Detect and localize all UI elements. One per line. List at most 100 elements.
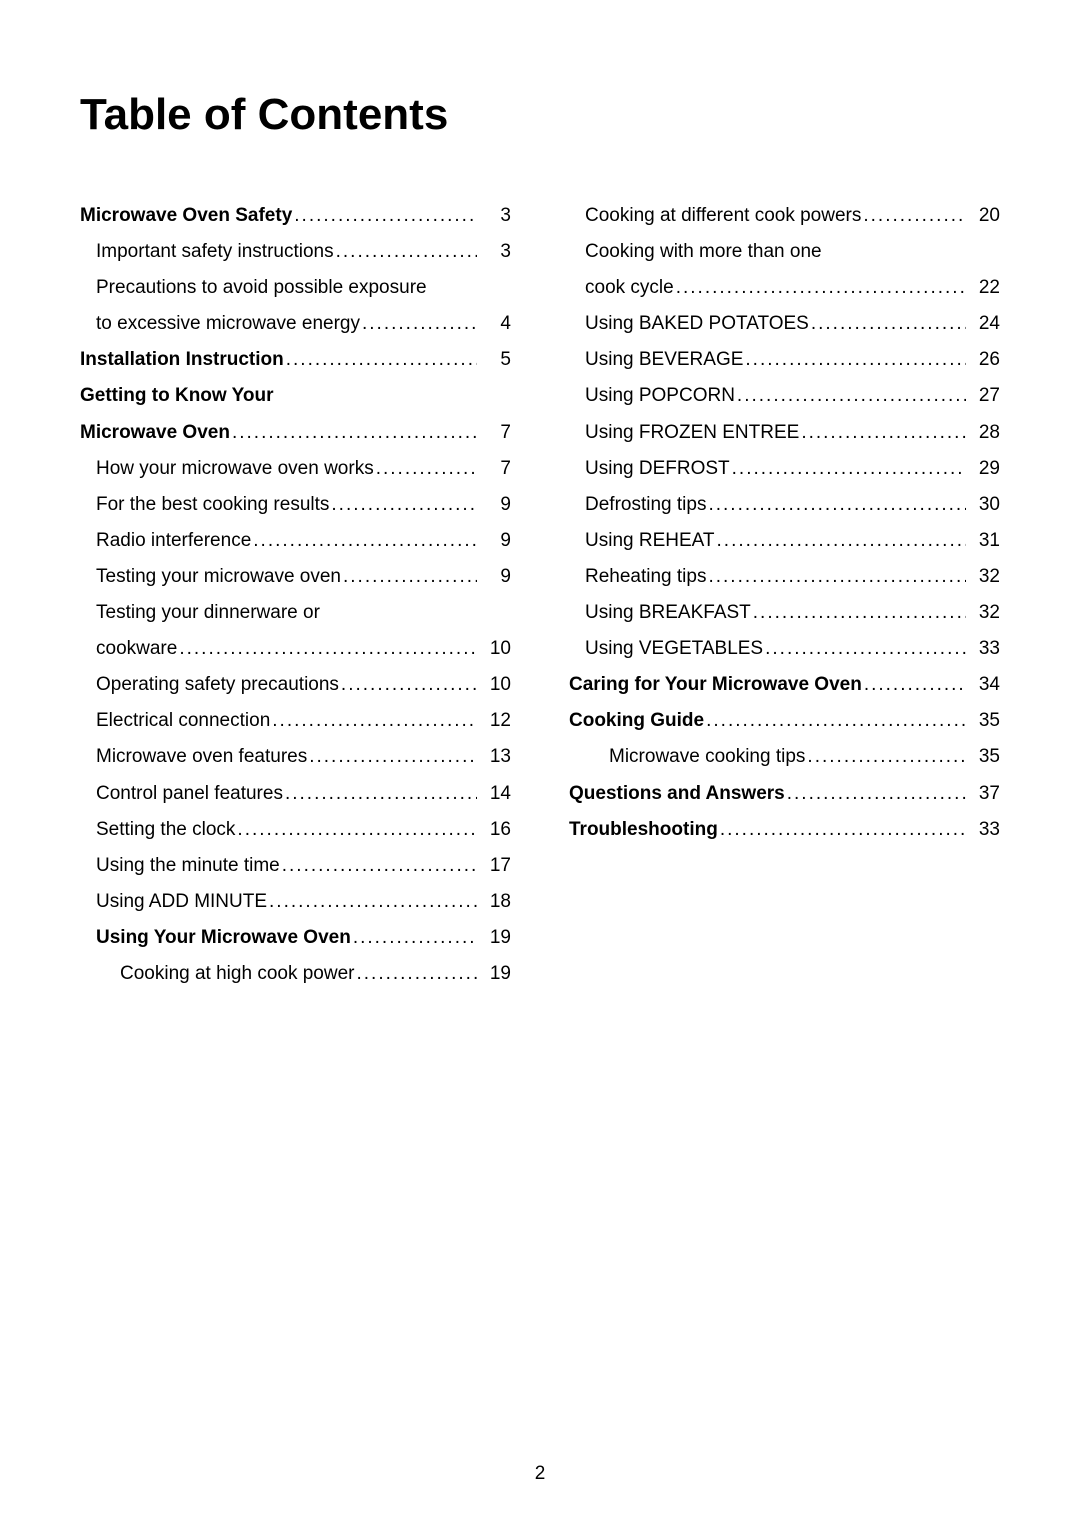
toc-entry-leader xyxy=(799,415,966,451)
toc-entry: Caring for Your Microwave Oven 34 xyxy=(569,667,1000,703)
toc-entry-page: 32 xyxy=(966,595,1000,631)
toc-entry-page: 33 xyxy=(966,631,1000,667)
toc-entry-page: 5 xyxy=(477,342,511,378)
toc-entry: Microwave cooking tips35 xyxy=(569,739,1000,775)
toc-entry-leader xyxy=(251,523,477,559)
toc-entry-label: Microwave Oven xyxy=(80,415,230,451)
toc-entry-label: Using the minute time xyxy=(96,848,280,884)
toc-entry: Using REHEAT31 xyxy=(569,523,1000,559)
toc-entry-leader xyxy=(334,234,477,270)
toc-entry: Precautions to avoid possible exposure xyxy=(80,270,511,306)
toc-entry-page: 30 xyxy=(966,487,1000,523)
toc-entry: For the best cooking results 9 xyxy=(80,487,511,523)
toc-entry-label: Defrosting tips xyxy=(585,487,706,523)
toc-entry-leader xyxy=(809,306,966,342)
toc-entry: Important safety instructions3 xyxy=(80,234,511,270)
toc-entry-page: 22 xyxy=(966,270,1000,306)
toc-entry: Troubleshooting 33 xyxy=(569,812,1000,848)
toc-entry: Cooking at high cook power19 xyxy=(80,956,511,992)
toc-entry-page: 9 xyxy=(477,487,511,523)
toc-entry: Using VEGETABLES33 xyxy=(569,631,1000,667)
toc-entry-label: cook cycle xyxy=(585,270,674,306)
toc-entry-leader xyxy=(374,451,477,487)
toc-entry-leader xyxy=(307,739,477,775)
toc-entry: Using BEVERAGE 26 xyxy=(569,342,1000,378)
page-title: Table of Contents xyxy=(80,90,1000,140)
toc-entry-label: Reheating tips xyxy=(585,559,706,595)
toc-entry: Control panel features14 xyxy=(80,776,511,812)
toc-entry-label: Troubleshooting xyxy=(569,812,718,848)
toc-entry: Testing your dinnerware or xyxy=(80,595,511,631)
toc-entry-label: Testing your dinnerware or xyxy=(96,595,320,631)
toc-entry-page: 10 xyxy=(477,631,511,667)
toc-entry-page: 12 xyxy=(477,703,511,739)
toc-entry-label: Cooking with more than one xyxy=(585,234,822,270)
toc-entry-page: 37 xyxy=(966,776,1000,812)
toc-entry-page: 18 xyxy=(477,884,511,920)
toc-entry-leader xyxy=(329,487,477,523)
toc-entry: Using POPCORN27 xyxy=(569,378,1000,414)
toc-entry-label: Using BREAKFAST xyxy=(585,595,751,631)
toc-entry: Installation Instruction5 xyxy=(80,342,511,378)
toc-entry: Microwave Oven 7 xyxy=(80,415,511,451)
toc-entry: Using Your Microwave Oven19 xyxy=(80,920,511,956)
toc-entry-leader xyxy=(177,631,477,667)
toc-entry-page: 17 xyxy=(477,848,511,884)
toc-entry-page: 7 xyxy=(477,415,511,451)
toc-entry-leader xyxy=(270,703,477,739)
toc-entry-page: 35 xyxy=(966,739,1000,775)
toc-entry-label: Setting the clock xyxy=(96,812,235,848)
toc-entry-leader xyxy=(763,631,966,667)
toc-entry: Cooking at different cook powers20 xyxy=(569,198,1000,234)
toc-entry-page: 33 xyxy=(966,812,1000,848)
toc-entry-label: Testing your microwave oven xyxy=(96,559,341,595)
toc-entry: Electrical connection 12 xyxy=(80,703,511,739)
toc-entry-label: For the best cooking results xyxy=(96,487,329,523)
toc-entry-page: 9 xyxy=(477,559,511,595)
toc-columns: Microwave Oven Safety3Important safety i… xyxy=(80,198,1000,992)
toc-entry-leader xyxy=(292,198,477,234)
toc-entry-page: 9 xyxy=(477,523,511,559)
toc-entry-label: Caring for Your Microwave Oven xyxy=(569,667,862,703)
toc-entry-label: Electrical connection xyxy=(96,703,270,739)
toc-entry: Testing your microwave oven 9 xyxy=(80,559,511,595)
toc-entry-page: 34 xyxy=(966,667,1000,703)
toc-entry-leader xyxy=(706,487,966,523)
toc-entry-page: 3 xyxy=(477,234,511,270)
toc-entry: cook cycle 22 xyxy=(569,270,1000,306)
toc-entry: cookware10 xyxy=(80,631,511,667)
page-number: 2 xyxy=(0,1463,1080,1485)
toc-entry-label: Operating safety precautions xyxy=(96,667,339,703)
toc-entry-leader xyxy=(735,378,966,414)
toc-entry-label: Using BEVERAGE xyxy=(585,342,743,378)
toc-entry-leader xyxy=(339,667,477,703)
toc-entry-page: 28 xyxy=(966,415,1000,451)
toc-entry-leader xyxy=(743,342,966,378)
toc-entry-label: Using DEFROST xyxy=(585,451,730,487)
toc-entry-leader xyxy=(354,956,477,992)
toc-entry-page: 24 xyxy=(966,306,1000,342)
toc-entry-page: 3 xyxy=(477,198,511,234)
toc-entry: Microwave Oven Safety3 xyxy=(80,198,511,234)
toc-entry-label: Getting to Know Your xyxy=(80,378,274,414)
toc-entry-leader xyxy=(862,667,966,703)
toc-entry: Getting to Know Your xyxy=(80,378,511,414)
toc-entry-leader xyxy=(267,884,477,920)
toc-entry-label: Using ADD MINUTE xyxy=(96,884,267,920)
toc-entry-leader xyxy=(235,812,477,848)
toc-entry-leader xyxy=(715,523,966,559)
toc-entry-page: 26 xyxy=(966,342,1000,378)
toc-entry-leader xyxy=(704,703,966,739)
toc-entry: Using ADD MINUTE 18 xyxy=(80,884,511,920)
toc-entry: Using BREAKFAST 32 xyxy=(569,595,1000,631)
toc-entry: Using the minute time 17 xyxy=(80,848,511,884)
toc-entry-leader xyxy=(785,776,966,812)
toc-entry-page: 16 xyxy=(477,812,511,848)
toc-entry-page: 31 xyxy=(966,523,1000,559)
toc-entry-label: Cooking at high cook power xyxy=(120,956,354,992)
toc-entry: Cooking Guide35 xyxy=(569,703,1000,739)
toc-entry: Defrosting tips 30 xyxy=(569,487,1000,523)
toc-entry: Microwave oven features13 xyxy=(80,739,511,775)
toc-entry-leader xyxy=(706,559,966,595)
toc-entry-leader xyxy=(284,342,477,378)
